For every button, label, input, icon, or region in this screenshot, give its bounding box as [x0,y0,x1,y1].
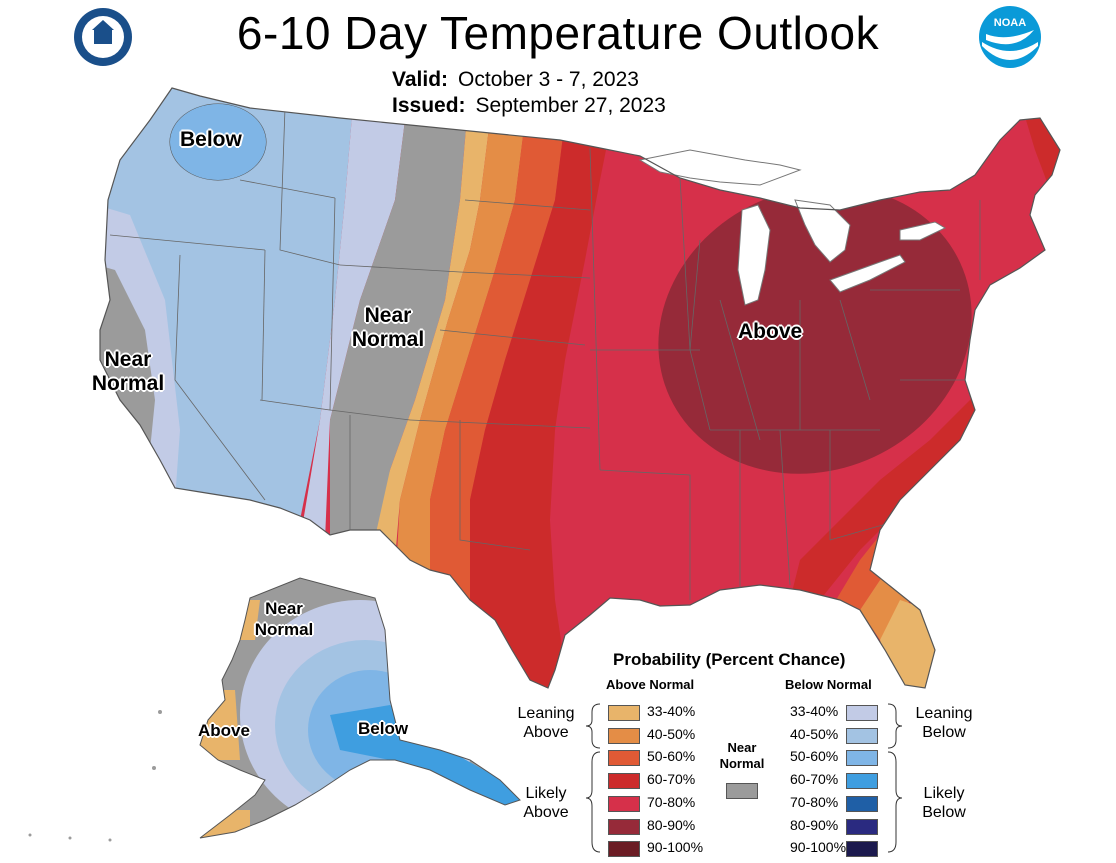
legend-swatch-above-1 [608,727,640,744]
legend-range-below-6: 90-100% [790,839,847,856]
legend-swatch-below-0 [846,705,878,721]
department-of-commerce-seal [74,8,132,66]
legend-line: Leaning [915,705,973,722]
legend-range-below-3: 60-70% [790,771,839,788]
region-label-line: Normal [91,372,165,395]
noaa-logo-text: NOAA [994,17,1026,29]
legend-line: Below [922,804,966,821]
legend-range-above-3: 60-70% [647,771,696,788]
region-label-ak-below: Below [358,719,409,738]
legend-range-above-2: 50-60% [647,748,696,765]
region-label-ak-near-normal: Near Normal [244,598,324,640]
page-title: 6-10 Day Temperature Outlook [236,7,880,59]
valid-line: Valid: October 3 - 7, 2023 [392,68,639,92]
legend-leaning-above: Leaning Above [508,704,584,742]
region-label-line: Near [265,599,303,618]
legend-swatch-above-5 [608,818,640,835]
legend-swatch-below-6 [846,841,878,858]
legend-swatch-below-2 [846,750,878,767]
legend-range-below-2: 50-60% [790,748,839,765]
legend-line: Below [922,724,966,741]
legend-range-above-1: 40-50% [647,725,696,742]
legend-line: Near [727,740,757,755]
region-label-ak-above: Above [198,721,250,740]
legend-below-header: Below Normal [785,677,872,692]
issued-label: Issued: [392,94,466,117]
region-label-line: Normal [351,328,425,351]
noaa-logo: NOAA [979,6,1041,68]
legend-swatch-below-3 [846,773,878,790]
legend-swatch-above-6 [608,841,640,858]
valid-value: October 3 - 7, 2023 [458,68,639,91]
legend-swatch-above-2 [608,750,640,767]
legend-line: Likely [923,785,965,802]
legend-range-above-0: 33-40% [647,703,696,719]
region-label-line: Normal [254,620,314,639]
legend-range-above-5: 80-90% [647,816,696,833]
legend-swatch-below-1 [846,727,878,744]
legend-range-above-6: 90-100% [647,839,704,856]
region-label-line: Near [364,304,412,327]
issued-line: Issued: September 27, 2023 [392,94,666,118]
legend-line: Normal [719,756,765,771]
legend-range-below-1: 40-50% [790,725,839,742]
legend-near-normal-label: Near Normal [712,740,772,772]
region-label-line: Near [104,348,152,371]
valid-label: Valid: [392,68,449,91]
legend-title: Probability (Percent Chance) [613,650,846,669]
legend-likely-below: Likely Below [906,784,982,822]
legend-range-below-0: 33-40% [790,703,839,719]
legend-swatch-above-4 [608,795,640,812]
legend-swatch-below-5 [846,818,878,835]
legend-line: Above [523,804,569,821]
legend-above-header: Above Normal [606,677,695,692]
region-label-below-nw: Below [180,128,242,151]
legend-line: Leaning [517,705,575,722]
region-label-near-normal-west: Near Normal [82,348,174,396]
legend-swatch-below-4 [846,795,878,812]
legend-range-below-4: 70-80% [790,793,839,810]
legend-near-normal-swatch [726,783,758,799]
legend-range-below-5: 80-90% [790,816,839,833]
legend-swatch-above-0 [608,705,640,721]
region-label-above-east: Above [738,320,803,343]
legend-line: Likely [525,785,567,802]
legend-line: Above [523,724,569,741]
legend-leaning-below: Leaning Below [906,704,982,742]
legend-range-above-4: 70-80% [647,793,696,810]
legend-swatch-above-3 [608,773,640,790]
region-label-near-normal-plains: Near Normal [340,304,436,352]
issued-value: September 27, 2023 [475,94,666,117]
legend-likely-above: Likely Above [508,784,584,822]
